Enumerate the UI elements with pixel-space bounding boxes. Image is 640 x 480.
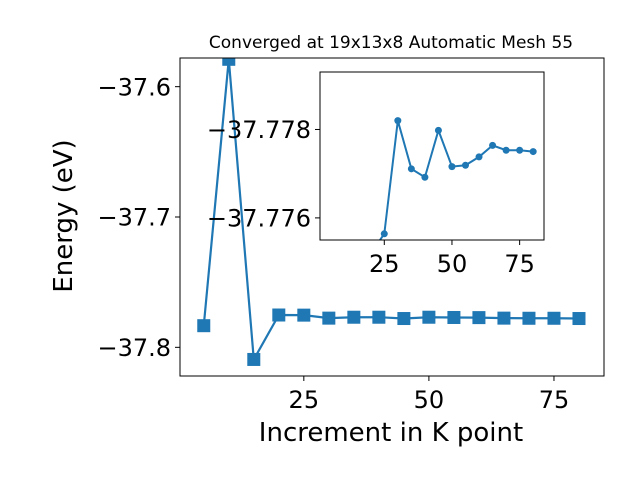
main-series-line bbox=[202, 59, 580, 364]
main-data-point bbox=[447, 310, 461, 324]
chart-title: Converged at 19x13x8 Automatic Mesh 55 bbox=[209, 33, 573, 53]
main-data-point bbox=[222, 58, 236, 66]
main-x-tick-label: 25 bbox=[289, 386, 320, 414]
main-data-point bbox=[197, 319, 211, 333]
main-data-point bbox=[322, 311, 336, 325]
inset-data-point bbox=[407, 165, 415, 173]
inset-series bbox=[378, 117, 537, 240]
inset-data-point bbox=[461, 161, 469, 169]
inset-data-point bbox=[421, 173, 429, 181]
main-data-point bbox=[272, 308, 286, 322]
x-axis-label: Increment in K point bbox=[259, 418, 523, 448]
inset-data-point bbox=[502, 146, 510, 154]
inset-data-point bbox=[434, 126, 442, 134]
inset-data-point bbox=[394, 117, 402, 125]
main-data-point bbox=[397, 312, 411, 326]
main-data-point bbox=[522, 311, 536, 325]
main-data-point bbox=[547, 311, 561, 325]
inset-x-tick-label: 50 bbox=[437, 250, 468, 278]
inset-y-tick-label: −37.778 bbox=[207, 116, 311, 144]
inset-data-point bbox=[448, 163, 456, 171]
inset-axes-frame bbox=[319, 71, 545, 241]
inset-data-point bbox=[529, 148, 537, 156]
main-data-point bbox=[347, 310, 361, 324]
inset-data-point bbox=[516, 146, 524, 154]
inset-data-point bbox=[380, 230, 388, 238]
inset-data-point bbox=[489, 141, 497, 149]
main-x-tick-label: 50 bbox=[414, 386, 445, 414]
inset-plot: 25 50 75 −37.778 −37.776 bbox=[207, 71, 545, 278]
main-data-point bbox=[422, 310, 436, 324]
main-data-point bbox=[572, 312, 586, 326]
main-data-point bbox=[372, 310, 386, 324]
inset-x-tick-label: 25 bbox=[369, 250, 400, 278]
main-data-point bbox=[497, 311, 511, 325]
main-data-point bbox=[297, 308, 311, 322]
main-y-tick-label: −37.6 bbox=[97, 73, 171, 101]
main-data-point bbox=[247, 352, 261, 366]
main-x-tick-label: 75 bbox=[539, 386, 570, 414]
main-y-tick-label: −37.7 bbox=[97, 204, 171, 232]
inset-x-tick-label: 75 bbox=[504, 250, 535, 278]
y-axis-label: Energy (eV) bbox=[49, 139, 79, 292]
main-data-point bbox=[472, 311, 486, 325]
inset-y-tick-label: −37.776 bbox=[207, 205, 311, 233]
main-series bbox=[197, 58, 586, 366]
inset-data-point bbox=[475, 153, 483, 161]
main-y-tick-label: −37.8 bbox=[97, 334, 171, 362]
